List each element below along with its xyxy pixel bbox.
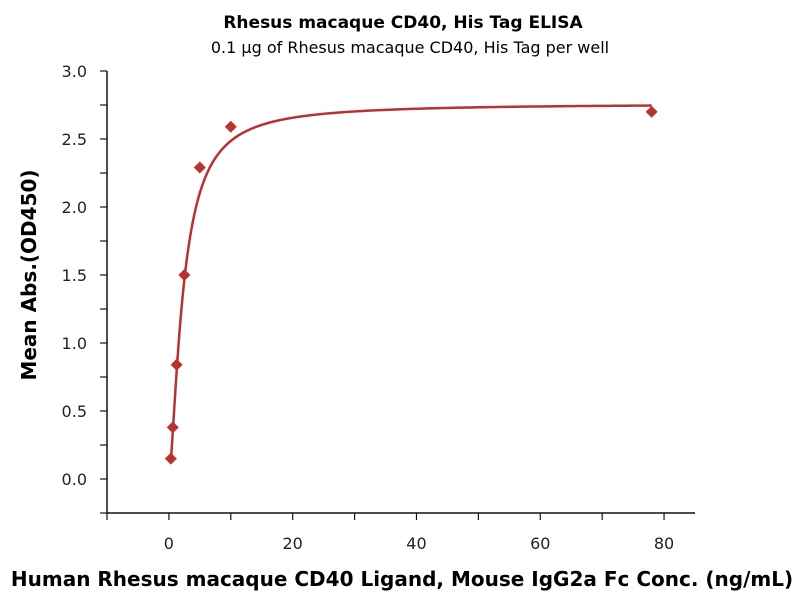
data-point <box>166 421 179 434</box>
y-tick-label: 1.5 <box>62 266 87 285</box>
x-tick-label: 0 <box>164 534 174 553</box>
y-axis-label: Mean Abs.(OD450) <box>17 169 41 380</box>
y-tick-label: 2.0 <box>62 198 87 217</box>
x-tick-label: 40 <box>406 534 426 553</box>
data-point <box>645 105 658 118</box>
data-point <box>178 269 191 281</box>
y-tick-label: 1.0 <box>62 334 87 353</box>
x-tick-label: 80 <box>654 534 674 553</box>
data-point <box>193 161 206 174</box>
chart-subtitle: 0.1 μg of Rhesus macaque CD40, His Tag p… <box>211 38 609 57</box>
data-point <box>170 358 183 371</box>
x-axis-label: Human Rhesus macaque CD40 Ligand, Mouse … <box>11 567 793 591</box>
y-tick-label: 2.5 <box>62 130 87 149</box>
y-tick-label: 0.0 <box>62 470 87 489</box>
data-point <box>164 452 177 465</box>
y-tick-label: 0.5 <box>62 402 87 421</box>
y-tick-label: 3.0 <box>62 62 87 81</box>
x-tick-label: 20 <box>283 534 303 553</box>
x-tick-label: 60 <box>530 534 550 553</box>
chart-title: Rhesus macaque CD40, His Tag ELISA <box>223 13 583 33</box>
fit-curve <box>169 104 652 462</box>
data-point <box>224 120 237 133</box>
